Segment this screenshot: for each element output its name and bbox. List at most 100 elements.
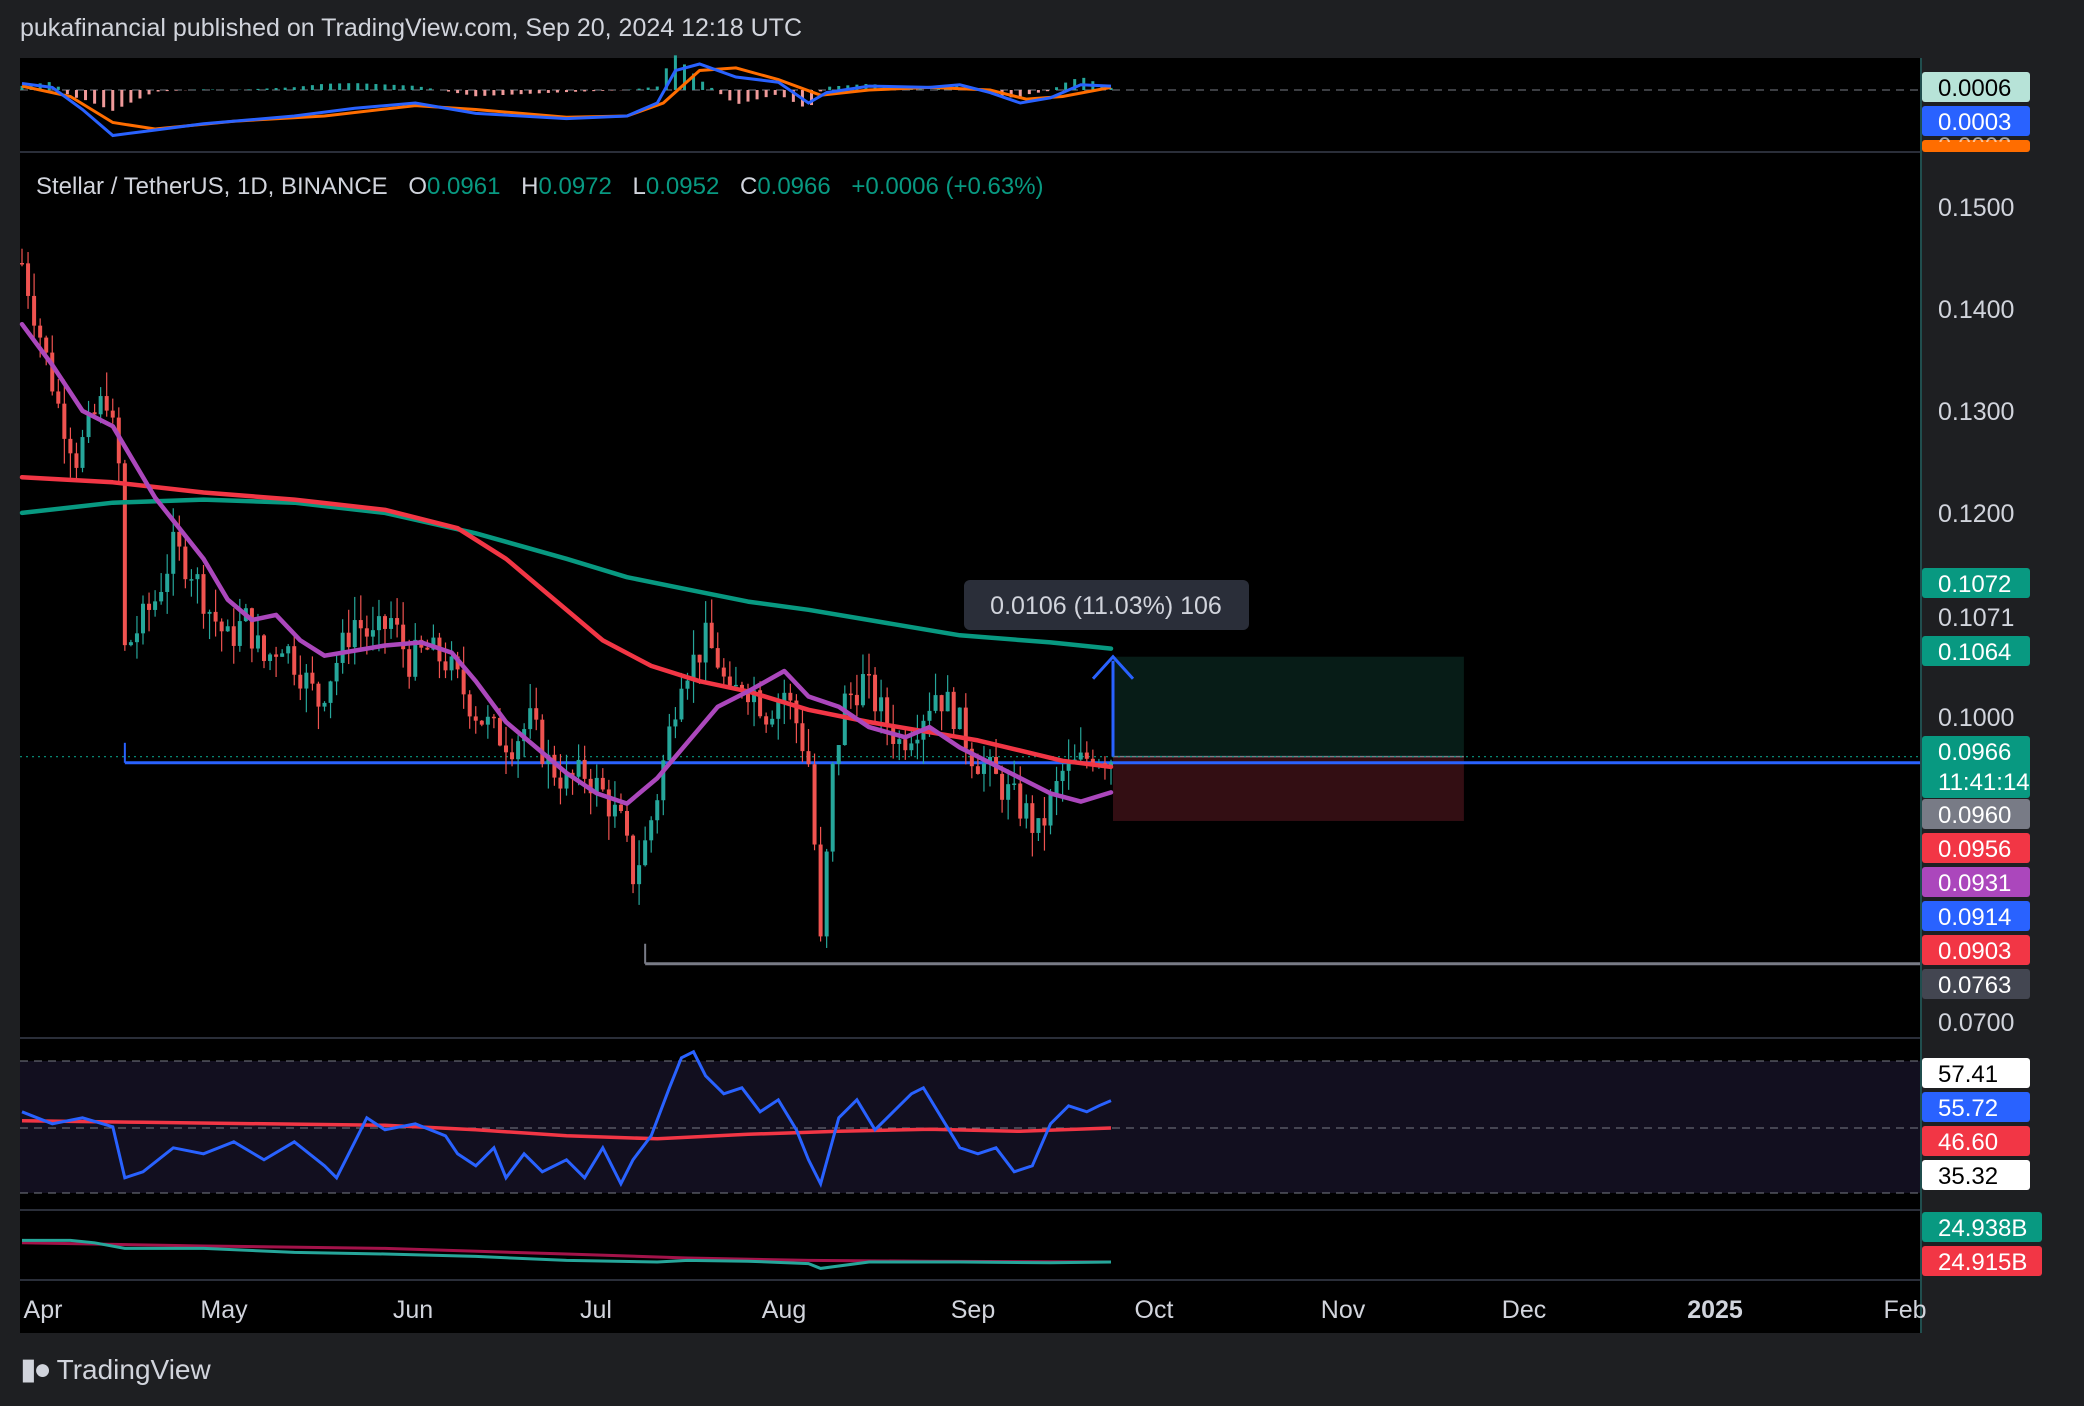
- candle-body: [443, 661, 448, 671]
- macd-line: [21, 62, 1112, 138]
- candle-body: [479, 720, 484, 725]
- candle-body: [159, 591, 164, 602]
- candle-body: [800, 723, 805, 752]
- candle-body: [352, 620, 357, 648]
- candle-body: [473, 716, 478, 721]
- time-axis[interactable]: Apr May Jun Jul Aug Sep Oct Nov Dec 2025 Feb: [24, 1296, 1927, 1324]
- candle-body: [491, 716, 496, 719]
- candle-body: [631, 835, 636, 885]
- candle-body: [189, 579, 194, 581]
- measure-tooltip-bg: [964, 580, 1249, 630]
- candle-body: [697, 654, 702, 663]
- candle-body: [879, 697, 884, 712]
- candle-body: [358, 620, 363, 629]
- ema-long-line: [19, 497, 1114, 651]
- legend-high-label: H: [521, 173, 538, 200]
- publisher-header: pukafinancial published on TradingView.c…: [20, 14, 802, 42]
- legend-symbol: Stellar / TetherUS, 1D, BINANCE: [36, 173, 388, 200]
- candle-body: [975, 766, 980, 774]
- candle-body: [679, 688, 684, 720]
- candle-body: [407, 649, 412, 677]
- candle-body: [552, 754, 557, 778]
- volume-pane: [21, 1238, 1112, 1270]
- price-badge-value: 0.0914: [1938, 904, 2011, 931]
- candle-body: [963, 707, 968, 749]
- candle-body: [558, 777, 563, 789]
- rsi-ma-line: [21, 1119, 1112, 1141]
- candle-body: [1078, 752, 1083, 760]
- legend-change: +0.0006 (+0.63%): [851, 173, 1043, 200]
- price-axis-tick: 0.1200: [1938, 500, 2014, 528]
- candle-body: [268, 654, 273, 662]
- price-badge-bg: [1922, 736, 2030, 798]
- candle-body: [746, 690, 750, 703]
- candle-body: [516, 741, 521, 760]
- measure-tooltip-text: 0.0106 (11.03%) 106: [990, 592, 1222, 620]
- candle-body: [122, 463, 127, 646]
- time-axis-tick: Apr: [24, 1296, 63, 1324]
- pane-separators: [20, 58, 1922, 1333]
- candle-body: [231, 626, 236, 646]
- candle-body: [860, 674, 865, 706]
- candle-body: [673, 719, 678, 727]
- candle-body: [655, 800, 660, 821]
- candle-body: [1030, 803, 1035, 833]
- tradingview-logo[interactable]: ▮● TradingView: [20, 1352, 211, 1387]
- volume-badge-bg: [1922, 1246, 2042, 1276]
- macd-badge-bg: [1922, 140, 2030, 152]
- price-badge-value: 0.1064: [1938, 639, 2011, 666]
- price-badge-value: 0.0960: [1938, 802, 2011, 829]
- candle-body: [1042, 818, 1047, 826]
- candle-body: [776, 701, 781, 719]
- candle-body: [1060, 770, 1065, 782]
- macd-badge-bg: [1922, 72, 2030, 102]
- price-axis-tick: 0.1300: [1938, 398, 2014, 426]
- candle-body: [431, 637, 436, 650]
- candle-body: [933, 695, 938, 711]
- candle-body: [661, 760, 666, 801]
- legend-low-label: L: [633, 173, 646, 200]
- candle-body: [685, 680, 690, 689]
- legend-open-value: 0.0961: [427, 173, 500, 200]
- candle-body: [413, 639, 418, 677]
- candle-body: [316, 683, 321, 707]
- candle-body: [389, 618, 394, 629]
- candle-body: [292, 646, 297, 675]
- candle-body: [897, 739, 902, 744]
- time-axis-tick: Nov: [1321, 1296, 1366, 1324]
- rsi-band: [20, 1061, 1921, 1193]
- candle-body: [147, 603, 152, 610]
- time-axis-tick: 2025: [1687, 1296, 1743, 1324]
- candle-body: [764, 716, 769, 725]
- candle-body: [915, 739, 920, 744]
- candle-body: [667, 726, 672, 761]
- rsi-badge-value: 35.32: [1938, 1163, 1998, 1190]
- rsi-badge-bg: [1922, 1126, 2030, 1156]
- chart-legend: Stellar / TetherUS, 1D, BINANCE O0.0961 …: [36, 173, 1044, 200]
- price-badge-bg: [1922, 867, 2030, 897]
- time-axis-tick: Sep: [951, 1296, 995, 1324]
- candle-body: [830, 763, 835, 852]
- measure-tooltip[interactable]: 0.0106 (11.03%) 106: [964, 580, 1249, 630]
- candle-body: [1000, 773, 1005, 800]
- price-axis[interactable]: 0.1500 0.1400 0.1300 0.1200 0.1071 0.1000 0.07…: [1938, 194, 2014, 1037]
- candle-body: [141, 603, 145, 634]
- obv-line: [22, 1238, 1112, 1270]
- candle-body: [298, 674, 303, 689]
- candle-body: [649, 820, 654, 841]
- rsi-badge-bg: [1922, 1092, 2030, 1122]
- candle-body: [50, 352, 55, 392]
- price-pane[interactable]: [19, 248, 1921, 966]
- candle-body: [20, 263, 24, 265]
- candle-body: [1084, 752, 1089, 759]
- candle-body: [721, 667, 726, 677]
- candle-body: [1090, 758, 1095, 766]
- candle-body: [969, 748, 974, 767]
- price-badge-bg: [1922, 799, 2030, 829]
- candle-body: [612, 804, 617, 817]
- candle-body: [401, 624, 406, 650]
- measure-arrow-head: [1091, 654, 1135, 680]
- macd-badge-value: 0.0006: [1938, 75, 2011, 102]
- tradingview-logo-icon: ▮●: [20, 1353, 52, 1386]
